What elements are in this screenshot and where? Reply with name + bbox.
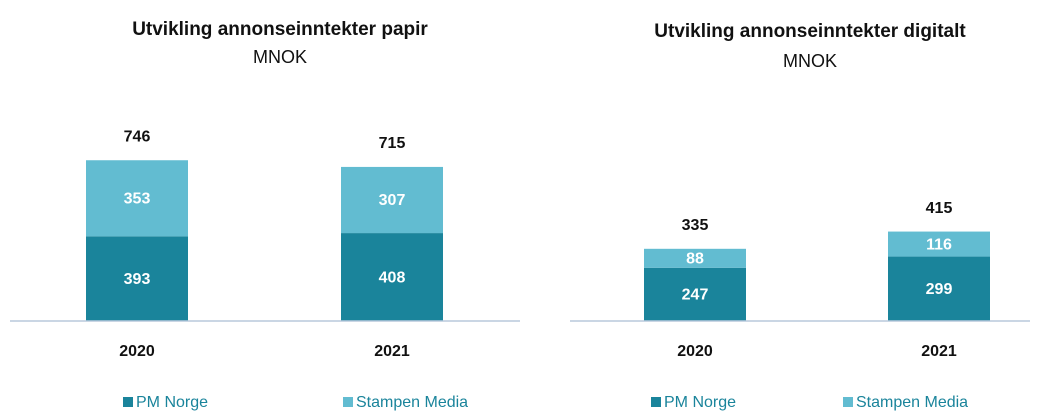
- legend-label: PM Norge: [664, 394, 736, 411]
- total-label: 415: [926, 200, 953, 217]
- bar-segment: [888, 256, 990, 321]
- legend-label: PM Norge: [136, 394, 208, 411]
- bar-segment: [888, 231, 990, 257]
- x-tick-label: 2020: [119, 343, 155, 360]
- legend-label: Stampen Media: [856, 394, 968, 411]
- value-label: 307: [379, 192, 406, 209]
- x-tick-label: 2020: [677, 343, 713, 360]
- legend-swatch: [843, 397, 853, 407]
- bar-segment: [341, 166, 443, 234]
- bar-segment: [644, 248, 746, 268]
- chart-title: Utvikling annonseinntekter papir: [132, 19, 428, 40]
- value-label: 247: [682, 287, 709, 304]
- bar-segment: [341, 233, 443, 321]
- value-label: 408: [379, 269, 406, 286]
- bar-segment: [86, 236, 188, 321]
- total-label: 335: [682, 217, 709, 234]
- x-tick-label: 2021: [921, 343, 957, 360]
- chart-subtitle: MNOK: [783, 51, 837, 71]
- value-label: 88: [686, 251, 704, 268]
- value-label: 116: [926, 236, 952, 253]
- bar-segment: [644, 267, 746, 321]
- chart-subtitle: MNOK: [253, 47, 307, 67]
- total-label: 715: [379, 135, 406, 152]
- total-label: 746: [124, 128, 151, 145]
- value-label: 299: [926, 281, 953, 298]
- legend-swatch: [123, 397, 133, 407]
- bar-segment: [86, 160, 188, 237]
- legend-swatch: [343, 397, 353, 407]
- chart-title: Utvikling annonseinntekter digitalt: [654, 21, 966, 42]
- legend-label: Stampen Media: [356, 394, 468, 411]
- value-label: 393: [124, 271, 151, 288]
- x-tick-label: 2021: [374, 343, 410, 360]
- value-label: 353: [124, 190, 151, 207]
- legend-swatch: [651, 397, 661, 407]
